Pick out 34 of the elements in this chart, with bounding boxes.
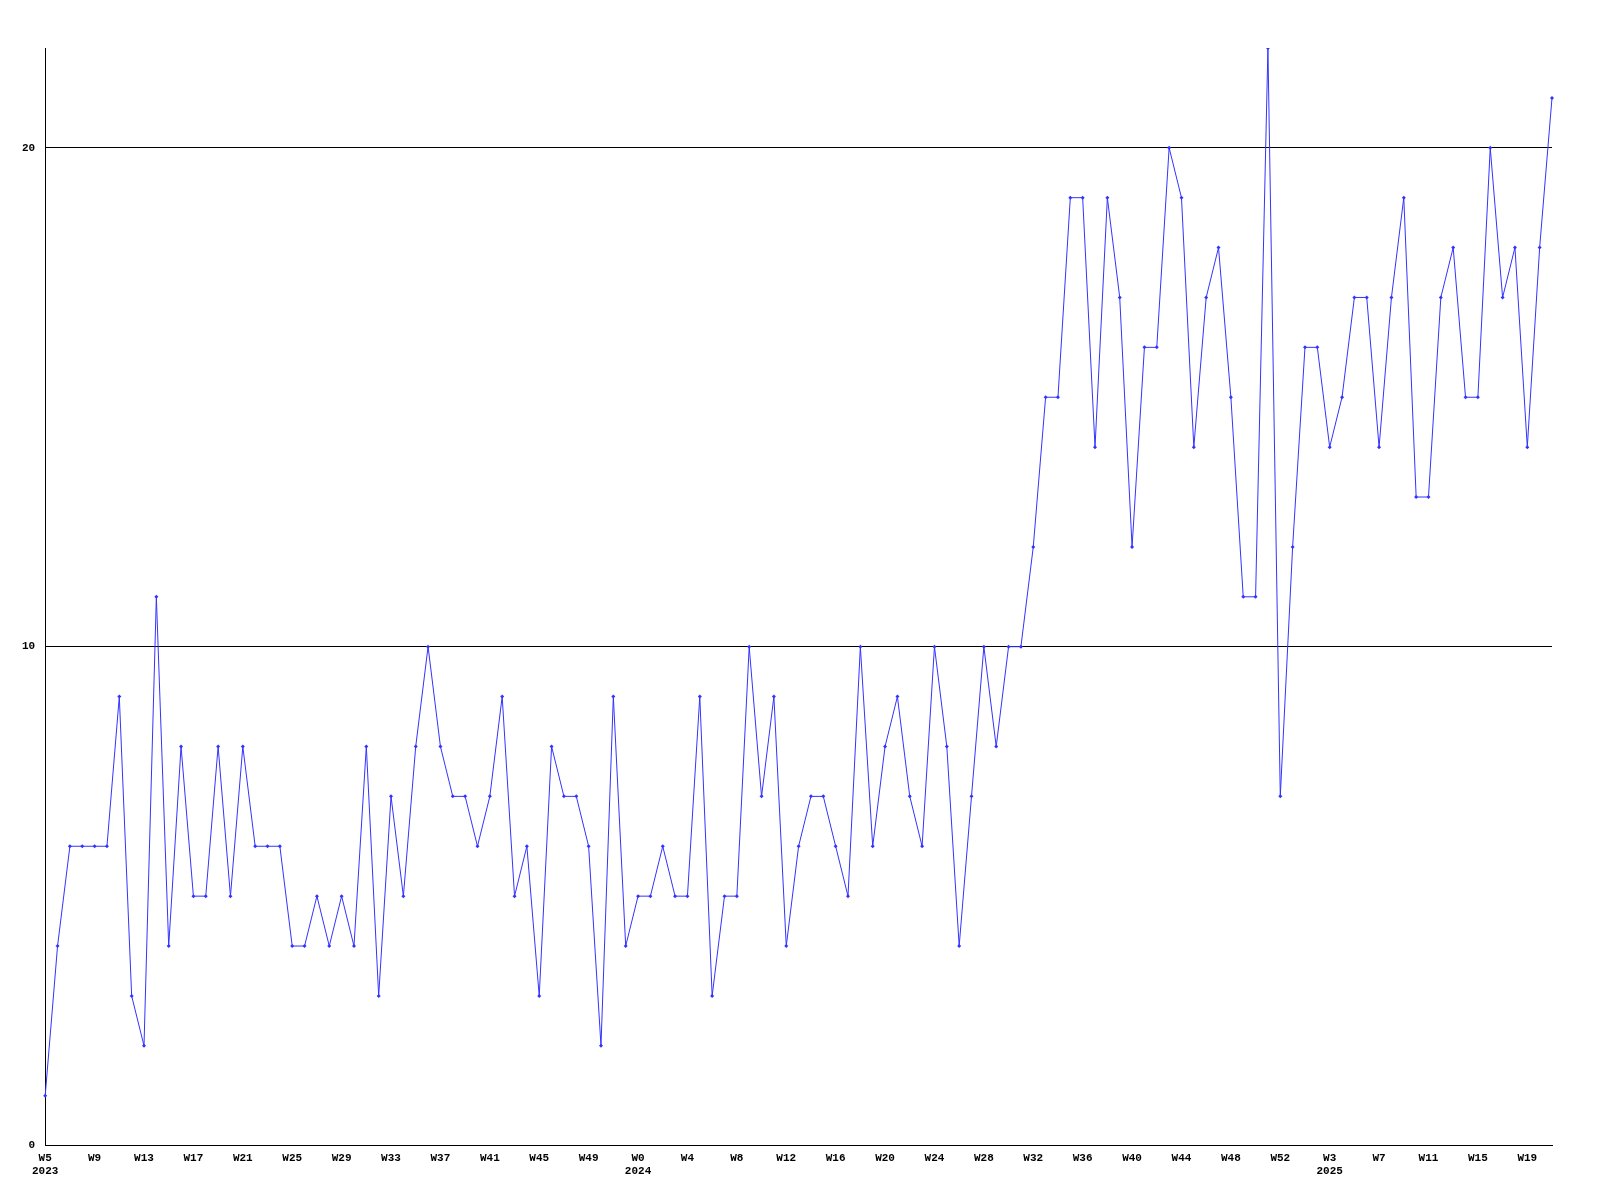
x-tick-label: W28 [973, 1151, 995, 1164]
x-tick-label: W16 [825, 1151, 846, 1164]
x-tick-label: W5 2023 [32, 1151, 59, 1178]
x-tick-label: W13 [134, 1151, 155, 1164]
x-tick-label: W52 [1270, 1151, 1291, 1164]
x-tick-label: W40 [1122, 1151, 1142, 1164]
x-tick-label: W7 [1372, 1151, 1386, 1164]
x-tick-label: W48 [1220, 1151, 1242, 1164]
x-tick-label: W8 [730, 1151, 744, 1164]
x-tick-label: W37 [430, 1151, 451, 1164]
x-tick-label: W4 [680, 1151, 695, 1164]
x-tick-label: W20 [875, 1151, 895, 1164]
x-tick-label: W0 2024 [624, 1151, 652, 1178]
x-tick-label: W21 [232, 1151, 254, 1164]
x-tick-label: W17 [183, 1151, 204, 1164]
x-tick-label: W49 [578, 1151, 599, 1164]
x-tick-label: W36 [1072, 1151, 1093, 1164]
x-tick-label: W12 [776, 1151, 797, 1164]
y-tick-label: 10 [22, 640, 36, 653]
x-tick-label: W24 [924, 1151, 945, 1164]
x-tick-label: W29 [331, 1151, 352, 1164]
y-tick-label: 20 [22, 141, 36, 154]
x-tick-label: W25 [282, 1151, 303, 1164]
x-tick-label: W41 [479, 1151, 501, 1164]
x-tick-label: W32 [1023, 1151, 1044, 1164]
x-tick-label: W3 2025 [1316, 1151, 1344, 1178]
x-tick-label: W45 [529, 1151, 550, 1164]
x-tick-label: W44 [1171, 1151, 1192, 1164]
x-tick-label: W19 [1517, 1151, 1538, 1164]
x-tick-label: W15 [1467, 1151, 1489, 1164]
x-tick-label: W9 [88, 1151, 102, 1164]
x-tick-label: W33 [381, 1151, 402, 1164]
x-tick-label: W11 [1418, 1151, 1439, 1164]
y-tick-label: 0 [28, 1139, 36, 1152]
